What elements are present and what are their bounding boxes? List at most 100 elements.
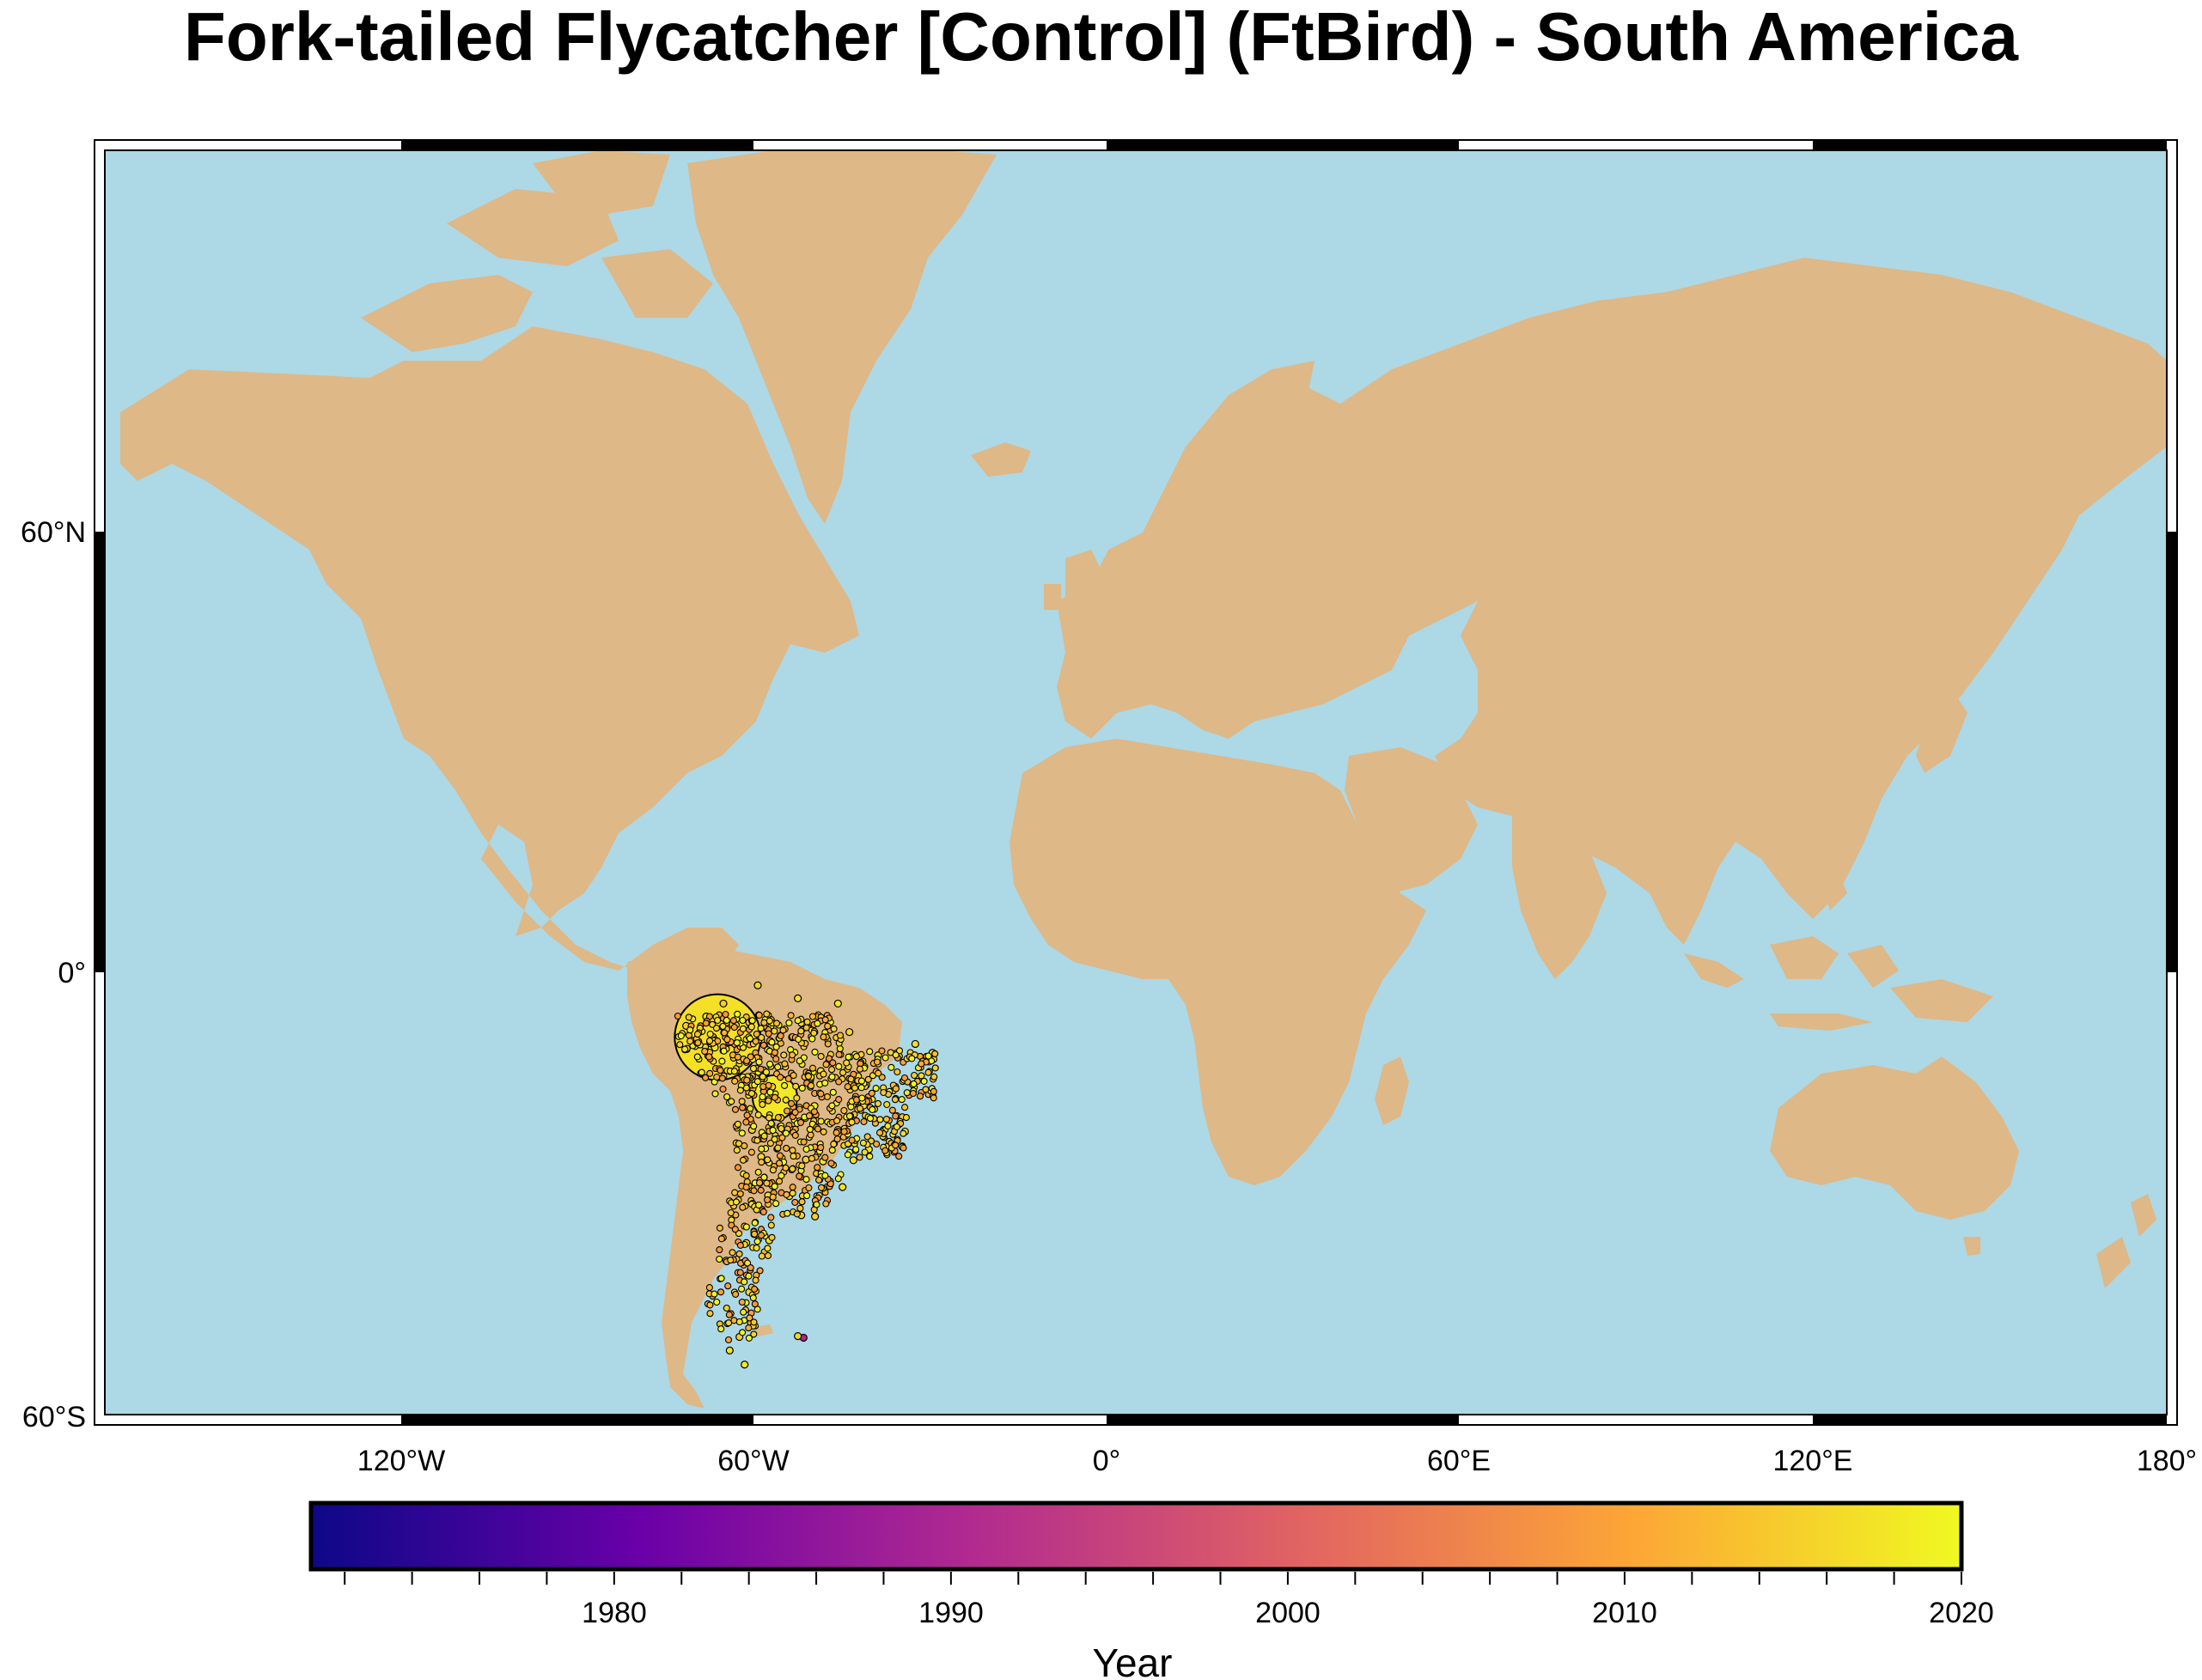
occurrence-point (892, 1085, 900, 1093)
occurrence-point (856, 1105, 864, 1112)
occurrence-point (736, 1190, 744, 1197)
occurrence-point (731, 1077, 739, 1085)
occurrence-point (787, 1012, 795, 1020)
occurrence-point (751, 1219, 759, 1227)
occurrence-point (779, 1026, 787, 1034)
occurrence-point (851, 1084, 859, 1092)
occurrence-point (808, 1064, 817, 1072)
occurrence-point (725, 1311, 733, 1318)
occurrence-point (874, 1099, 882, 1107)
occurrence-point (702, 1074, 710, 1081)
occurrence-point (774, 1144, 782, 1152)
occurrence-point (784, 1107, 791, 1115)
colorbar-tick-label: 1980 (582, 1597, 647, 1629)
occurrence-point (730, 1068, 738, 1075)
occurrence-point (767, 1119, 775, 1127)
land-australia (1770, 1056, 2019, 1220)
colorbar-tick-label: 2000 (1255, 1597, 1321, 1629)
occurrence-point (738, 1298, 746, 1306)
occurrence-point (858, 1094, 866, 1102)
occurrence-point (836, 1044, 844, 1053)
occurrence-point (718, 1057, 726, 1065)
occurrence-point (881, 1054, 889, 1062)
occurrence-point (740, 1308, 747, 1316)
occurrence-point (772, 1200, 780, 1208)
occurrence-point (835, 1096, 843, 1104)
occurrence-point (724, 1336, 733, 1344)
occurrence-point (753, 1030, 760, 1038)
occurrence-point (752, 1276, 759, 1284)
occurrence-point (873, 1058, 881, 1066)
occurrence-point (747, 1090, 756, 1098)
occurrence-point (822, 1061, 830, 1068)
occurrence-point (743, 1057, 751, 1065)
occurrence-point (901, 1104, 909, 1111)
occurrence-point (705, 1053, 713, 1061)
occurrence-point (794, 994, 802, 1002)
occurrence-point (869, 1105, 876, 1113)
land-scandinavia (1151, 361, 1314, 550)
occurrence-point (791, 1131, 799, 1139)
occurrence-point (930, 1094, 937, 1102)
map-title: Fork-tailed Flycatcher [Control] (FtBird… (184, 0, 2018, 75)
occurrence-point (827, 1160, 835, 1167)
occurrence-point (861, 1148, 869, 1156)
occurrence-point (771, 1093, 778, 1101)
occurrence-point (789, 1184, 796, 1191)
occurrence-point (892, 1141, 900, 1149)
occurrence-point (875, 1129, 884, 1136)
occurrence-point (764, 1251, 772, 1259)
occurrence-point (768, 1038, 776, 1046)
occurrence-point (747, 1053, 754, 1061)
occurrence-point (772, 1043, 780, 1050)
occurrence-point (835, 1078, 843, 1086)
colorbar-gradient (308, 1500, 1964, 1572)
occurrence-point (758, 1252, 766, 1260)
occurrence-point (760, 1019, 768, 1026)
occurrence-point (836, 1032, 845, 1039)
colorbar-ticks (344, 1572, 1962, 1585)
occurrence-point (820, 1070, 827, 1078)
occurrence-point (828, 1147, 836, 1154)
occurrence-point (785, 1019, 793, 1026)
occurrence-point (824, 1022, 832, 1030)
occurrence-point (777, 1074, 784, 1081)
occurrence-point (705, 1284, 713, 1292)
occurrence-point (908, 1055, 916, 1062)
land-arctic-islands (361, 150, 713, 352)
occurrence-point (751, 1285, 759, 1293)
occurrence-point (757, 1186, 765, 1194)
occurrence-point (840, 1128, 848, 1135)
occurrence-point (782, 1164, 790, 1172)
occurrence-point (778, 1124, 785, 1133)
occurrence-point (718, 1074, 726, 1082)
occurrence-point (756, 1267, 764, 1275)
occurrence-point (766, 1140, 774, 1147)
occurrence-point (884, 1122, 892, 1130)
occurrence-point (814, 1125, 822, 1133)
occurrence-point (856, 1065, 863, 1073)
occurrence-point (900, 1074, 909, 1082)
occurrence-point (829, 1088, 837, 1096)
latitude-tick-labels: 60°N 0° 60°S (21, 516, 86, 1433)
occurrence-point (767, 1221, 775, 1229)
occurrence-point (883, 1100, 891, 1109)
occurrence-point (875, 1069, 882, 1077)
occurrence-point (739, 1016, 747, 1025)
occurrence-point (856, 1153, 863, 1161)
occurrence-point (732, 1198, 741, 1206)
occurrence-point (750, 1330, 758, 1338)
occurrence-point (716, 1246, 723, 1254)
occurrence-point (857, 1084, 865, 1092)
map-frame (94, 139, 2178, 1426)
occurrence-point (765, 1097, 772, 1105)
occurrence-point (728, 1098, 735, 1105)
occurrence-point (742, 1184, 750, 1191)
occurrence-point (820, 1033, 827, 1041)
occurrence-point (776, 1160, 784, 1167)
occurrence-point (765, 1030, 772, 1038)
occurrence-point (744, 1259, 752, 1267)
occurrence-point (839, 1183, 847, 1191)
occurrence-point (766, 1088, 774, 1096)
occurrence-point (747, 1105, 754, 1112)
